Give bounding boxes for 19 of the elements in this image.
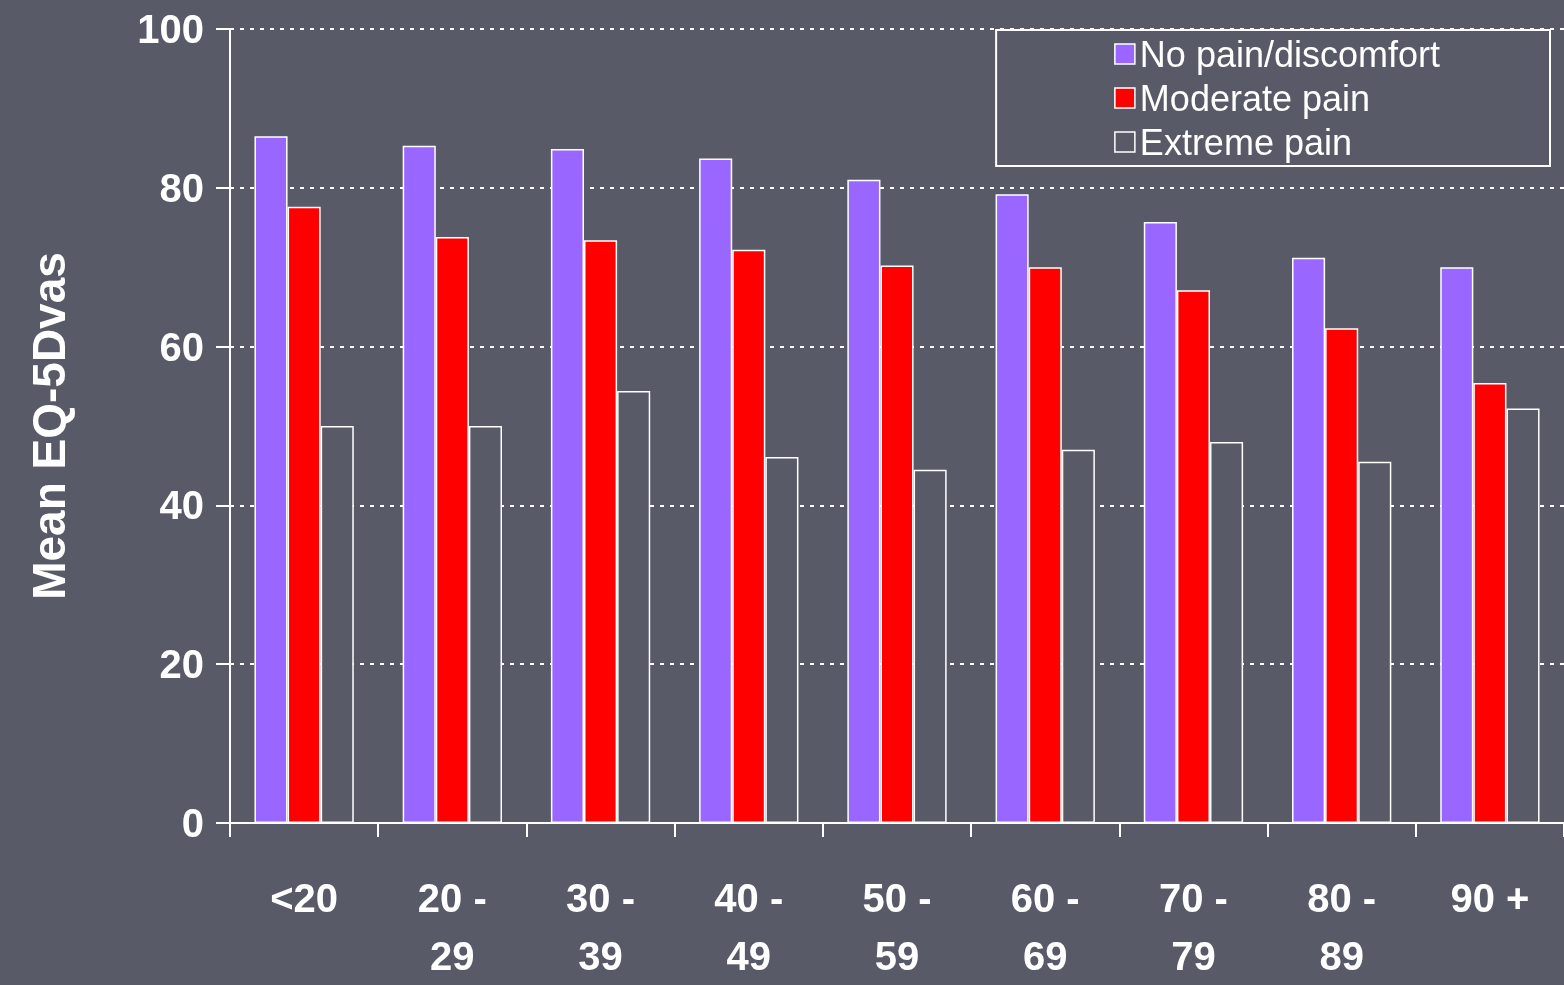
x-tick-label: 90 + bbox=[1450, 876, 1530, 920]
x-tick-label: 50 - 59 bbox=[862, 876, 932, 978]
x-tick-label: 80 - 89 bbox=[1307, 876, 1377, 978]
y-tick-label: 0 bbox=[181, 801, 204, 845]
y-tick-label: 40 bbox=[159, 483, 204, 528]
x-tick-label: 70 - 79 bbox=[1158, 876, 1228, 978]
y-tick-label: 100 bbox=[137, 7, 204, 51]
y-axis-title: Mean EQ-5Dvas bbox=[23, 252, 75, 600]
x-tick-label: 30 - 39 bbox=[566, 876, 636, 978]
y-tick-label: 20 bbox=[159, 642, 204, 687]
x-tick-label: 40 - 49 bbox=[714, 876, 784, 978]
y-tick-label: 60 bbox=[159, 324, 204, 369]
legend-label: No pain/discomfort bbox=[1139, 33, 1441, 75]
y-tick-label: 80 bbox=[159, 165, 204, 210]
x-tick-label: 60 - 69 bbox=[1010, 876, 1080, 978]
legend-label: Moderate pain bbox=[1139, 77, 1371, 119]
x-tick-label: <20 bbox=[270, 876, 339, 920]
legend-label: Extreme pain bbox=[1139, 121, 1352, 163]
x-tick-label: 20 - 29 bbox=[417, 876, 487, 978]
